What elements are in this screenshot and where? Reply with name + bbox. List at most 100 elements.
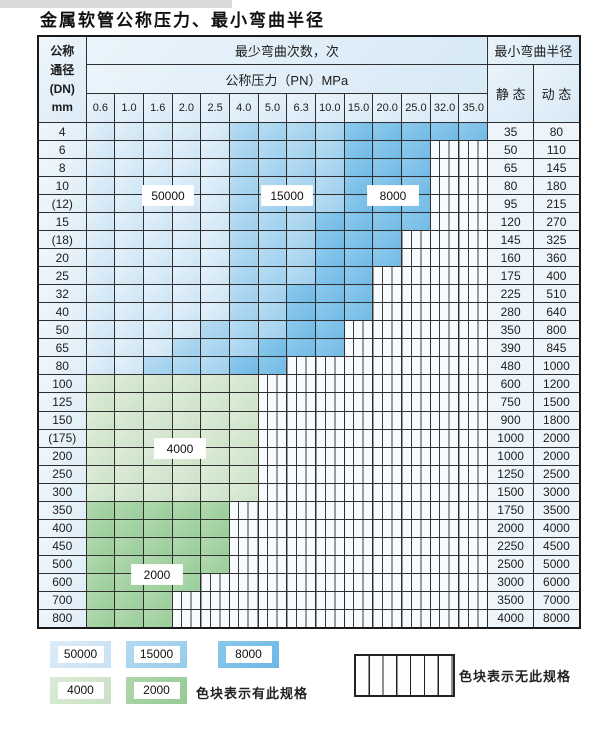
spec-cell-colored	[85, 374, 116, 394]
spec-cell-colored	[200, 536, 230, 556]
dn-cell: 10	[37, 176, 87, 196]
spec-cell-colored	[200, 140, 230, 160]
spec-cell-no-spec	[343, 536, 374, 556]
spec-cell-no-spec	[257, 518, 288, 538]
spec-cell-no-spec	[429, 212, 460, 232]
legend-box-label: 50000	[57, 646, 104, 663]
dynamic-radius-cell: 510	[533, 284, 581, 304]
spec-cell-colored	[228, 482, 259, 502]
spec-cell-colored	[142, 356, 173, 376]
spec-cell-no-spec	[429, 428, 460, 448]
spec-cell-colored	[286, 140, 316, 160]
dynamic-radius-cell: 400	[533, 266, 581, 286]
radius-header: 最小弯曲半径	[487, 35, 581, 65]
spec-cell-colored	[228, 230, 259, 250]
spec-cell-colored	[114, 212, 144, 232]
spec-cell-no-spec	[458, 554, 489, 574]
spec-cell-colored	[171, 338, 202, 358]
spec-cell-colored	[343, 212, 374, 232]
pressure-tick: 25.0	[401, 93, 431, 123]
spec-cell-no-spec	[458, 338, 489, 358]
corner-line: mm	[51, 100, 73, 115]
legend-has-spec-text: 色块表示有此规格	[196, 686, 309, 701]
spec-cell-colored	[228, 194, 259, 214]
spec-cell-colored	[286, 320, 316, 340]
spec-cell-colored	[257, 320, 288, 340]
dynamic-col-header: 动 态	[533, 64, 581, 123]
spec-cell-colored	[85, 392, 116, 412]
spec-cell-no-spec	[343, 410, 374, 430]
spec-cell-colored	[142, 230, 173, 250]
spec-cell-no-spec	[257, 482, 288, 502]
spec-cell-colored	[257, 266, 288, 286]
spec-cell-colored	[171, 410, 202, 430]
spec-cell-no-spec	[401, 500, 431, 520]
spec-cell-no-spec	[372, 554, 403, 574]
spec-cell-colored	[200, 482, 230, 502]
spec-cell-no-spec	[343, 320, 374, 340]
spec-cell-colored	[171, 266, 202, 286]
spec-cell-no-spec	[372, 446, 403, 466]
spec-cell-colored	[114, 356, 144, 376]
spec-cell-no-spec	[343, 590, 374, 610]
dynamic-radius-cell: 270	[533, 212, 581, 232]
dynamic-radius-cell: 845	[533, 338, 581, 358]
spec-cell-no-spec	[343, 374, 374, 394]
spec-cell-no-spec	[401, 608, 431, 629]
spec-cell-no-spec	[372, 464, 403, 484]
dynamic-radius-cell: 800	[533, 320, 581, 340]
spec-cell-colored	[200, 176, 230, 196]
spec-cell-colored	[343, 230, 374, 250]
dynamic-radius-cell: 1800	[533, 410, 581, 430]
spec-cell-colored	[228, 320, 259, 340]
spec-table-wrap: 公称 通径 (DN) mm 最少弯曲次数，次 最小弯曲半径 公称压力（PN）MPa 静 态动 …	[37, 35, 581, 629]
spec-cell-no-spec	[286, 554, 316, 574]
spec-cell-no-spec	[228, 590, 259, 610]
bend-count-label: 15000	[262, 186, 312, 205]
spec-cell-no-spec	[286, 464, 316, 484]
static-radius-cell: 3000	[487, 572, 535, 592]
table-row: 700 3500 7000	[37, 590, 581, 610]
spec-cell-colored	[257, 356, 288, 376]
dynamic-radius-cell: 215	[533, 194, 581, 214]
spec-cell-colored	[114, 176, 144, 196]
spec-cell-no-spec	[401, 482, 431, 502]
dynamic-radius-cell: 145	[533, 158, 581, 178]
spec-cell-colored	[142, 248, 173, 268]
spec-cell-colored	[85, 212, 116, 232]
static-radius-cell: 900	[487, 410, 535, 430]
spec-cell-colored	[200, 212, 230, 232]
spec-cell-colored	[286, 121, 316, 142]
spec-cell-no-spec	[401, 446, 431, 466]
spec-cell-no-spec	[458, 500, 489, 520]
spec-cell-no-spec	[286, 608, 316, 629]
spec-cell-colored	[200, 158, 230, 178]
spec-cell-no-spec	[315, 572, 345, 592]
spec-cell-colored	[315, 338, 345, 358]
spec-cell-colored	[114, 482, 144, 502]
dn-cell: 450	[37, 536, 87, 556]
spec-cell-colored	[286, 248, 316, 268]
spec-cell-colored	[114, 320, 144, 340]
pressure-header: 公称压力（PN）MPa	[85, 64, 489, 94]
spec-cell-colored	[343, 176, 374, 196]
spec-cell-colored	[85, 320, 116, 340]
spec-cell-colored	[171, 230, 202, 250]
static-radius-cell: 120	[487, 212, 535, 232]
spec-cell-no-spec	[228, 572, 259, 592]
spec-cell-no-spec	[401, 320, 431, 340]
spec-cell-colored	[171, 212, 202, 232]
spec-cell-no-spec	[458, 608, 489, 629]
spec-cell-no-spec	[429, 536, 460, 556]
spec-cell-no-spec	[343, 608, 374, 629]
pressure-tick: 4.0	[228, 93, 259, 123]
spec-cell-colored	[171, 302, 202, 322]
spec-cell-colored	[458, 121, 489, 142]
dynamic-radius-cell: 2500	[533, 464, 581, 484]
spec-cell-colored	[228, 302, 259, 322]
spec-cell-no-spec	[429, 266, 460, 286]
spec-cell-colored	[257, 284, 288, 304]
spec-cell-colored	[114, 428, 144, 448]
spec-cell-colored	[85, 356, 116, 376]
spec-cell-no-spec	[429, 338, 460, 358]
